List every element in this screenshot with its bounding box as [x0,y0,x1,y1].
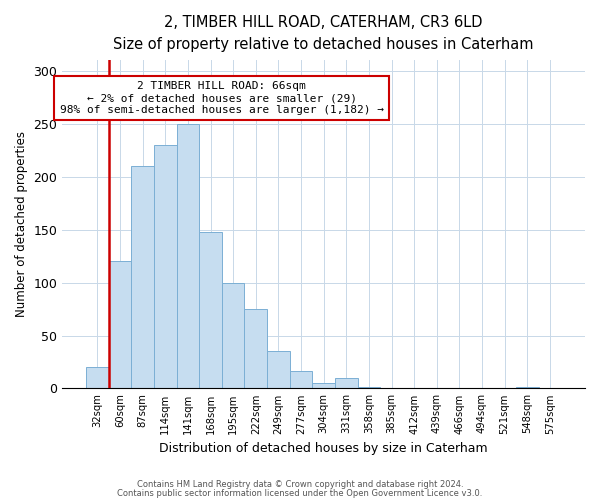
Bar [176,124,199,388]
Bar [335,378,358,388]
Y-axis label: Number of detached properties: Number of detached properties [15,132,28,318]
Text: 2 TIMBER HILL ROAD: 66sqm
← 2% of detached houses are smaller (29)
98% of semi-d: 2 TIMBER HILL ROAD: 66sqm ← 2% of detach… [60,82,384,114]
Bar [86,368,109,388]
Bar [267,352,290,389]
Bar [199,232,222,388]
Title: 2, TIMBER HILL ROAD, CATERHAM, CR3 6LD
Size of property relative to detached hou: 2, TIMBER HILL ROAD, CATERHAM, CR3 6LD S… [113,15,534,52]
Text: Contains HM Land Registry data © Crown copyright and database right 2024.: Contains HM Land Registry data © Crown c… [137,480,463,489]
X-axis label: Distribution of detached houses by size in Caterham: Distribution of detached houses by size … [160,442,488,455]
Bar [290,372,313,388]
Bar [131,166,154,388]
Bar [222,282,244,389]
Bar [244,309,267,388]
Bar [154,145,176,388]
Bar [109,262,131,388]
Text: Contains public sector information licensed under the Open Government Licence v3: Contains public sector information licen… [118,490,482,498]
Bar [313,383,335,388]
